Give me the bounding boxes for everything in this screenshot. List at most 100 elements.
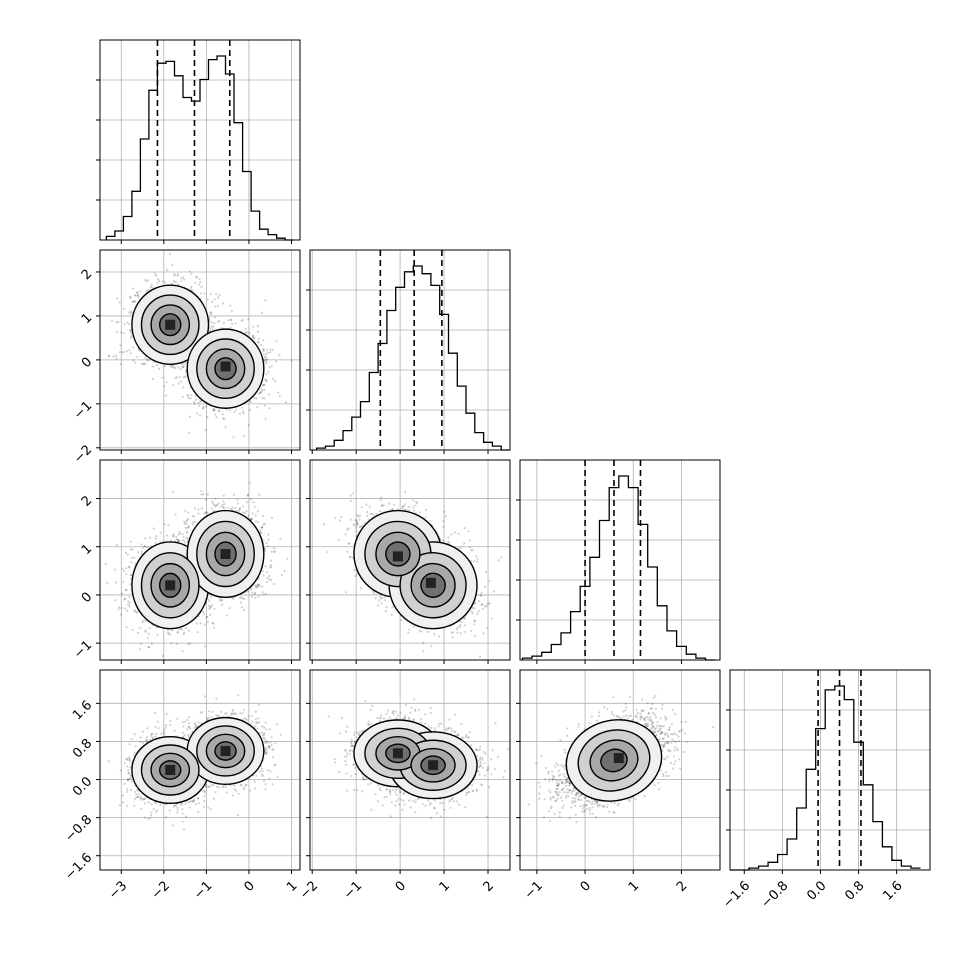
histogram-panel-0 [96,39,301,244]
data-point [161,654,165,658]
data-point [242,318,245,321]
data-point [130,310,133,313]
data-point [210,300,214,303]
data-point [274,380,277,383]
data-point [125,567,128,570]
data-point [224,426,227,429]
data-point [256,406,259,409]
data-point [190,285,193,288]
data-point [272,377,275,380]
data-point [173,273,176,276]
data-point [265,358,269,361]
data-point [202,610,205,614]
data-point [248,408,251,411]
data-point [212,325,215,328]
data-point [251,512,254,515]
data-point [189,642,192,645]
data-point [195,412,198,415]
data-point [140,362,143,365]
data-point [177,382,180,385]
data-point [255,585,258,588]
data-point [202,405,205,408]
data-point [280,573,283,577]
data-point [143,545,146,548]
data-point [267,351,270,354]
data-point [262,353,265,356]
data-point [217,410,220,413]
data-point [259,391,262,394]
data-point [168,252,172,255]
data-point [245,501,248,504]
data-point [240,596,243,599]
data-point [182,386,185,389]
data-point [216,503,219,506]
data-point [129,574,132,577]
data-point [187,511,190,514]
data-point [209,311,212,314]
data-point [203,512,206,515]
data-point [136,294,139,297]
data-point [165,381,168,384]
data-point [197,404,201,407]
data-point [149,286,152,289]
data-point [220,326,223,330]
data-point [144,357,147,360]
data-point [213,305,216,308]
data-point [251,334,254,337]
data-point [172,384,175,387]
data-point [213,408,216,411]
data-point [234,322,237,325]
data-point [264,356,267,359]
data-point [267,545,270,548]
data-point [257,392,260,395]
data-point [115,297,119,300]
data-point [264,299,267,302]
data-point [186,537,189,540]
data-point [221,302,225,305]
data-point [215,416,218,419]
data-point [197,615,201,618]
data-point [186,394,189,397]
data-point [231,506,234,509]
data-point [228,607,231,610]
data-point [158,279,161,283]
data-point [262,339,265,342]
data-point [261,514,264,518]
data-point [196,631,199,634]
scatter-panel-1-0 [96,249,301,454]
data-point [261,389,264,392]
data-point [171,263,174,266]
data-point [124,597,127,600]
data-point [279,537,282,540]
data-point [156,281,159,284]
data-point [236,502,240,505]
data-point [218,294,221,297]
data-point [263,397,266,400]
data-point [242,511,245,514]
data-point [169,365,172,368]
data-point [182,376,185,379]
data-point [163,523,166,526]
data-point [177,283,180,286]
data-point [146,358,149,362]
data-point [264,360,267,363]
data-point [253,505,256,508]
data-point [264,549,267,552]
data-point [181,539,184,542]
data-point [132,346,135,349]
data-point [259,388,262,391]
data-point [207,604,211,607]
data-point [269,351,272,354]
data-point [180,280,183,283]
data-point [251,595,254,598]
data-point [177,366,180,369]
data-point [131,548,134,551]
data-point [151,286,154,289]
data-point [229,326,232,329]
data-point [257,337,260,340]
data-point [265,379,268,382]
data-point [213,322,216,325]
data-point [187,397,190,400]
data-point [218,409,221,412]
data-point [261,526,264,529]
